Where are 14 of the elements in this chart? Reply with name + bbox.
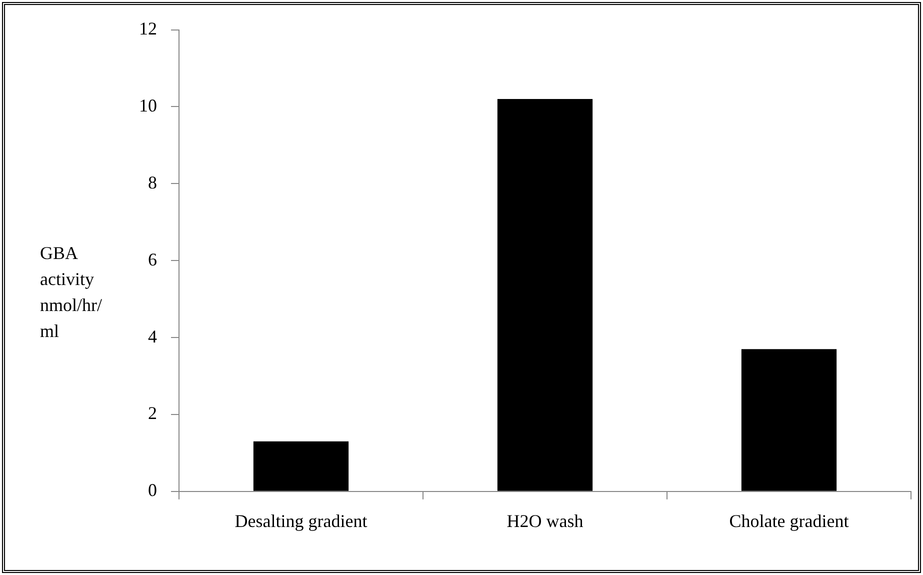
y-tick-label: 0 [148, 480, 157, 500]
text: GBA activity nmol/hr/ml [40, 243, 102, 341]
x-tick-label: Cholate gradient [729, 510, 849, 531]
y-tick-label: 12 [139, 18, 157, 39]
y-tick-label: 8 [148, 172, 157, 192]
x-tick-label: H2O wash [506, 510, 584, 531]
x-tick-label: Desalting gradient [234, 510, 368, 531]
y-tick-label: 2 [148, 403, 157, 424]
y-tick-label: 6 [148, 249, 157, 270]
bar [497, 99, 593, 491]
y-tick-label: 4 [148, 326, 157, 346]
bar [741, 349, 837, 491]
y-tick-label: 10 [139, 95, 157, 116]
bar [253, 441, 349, 491]
